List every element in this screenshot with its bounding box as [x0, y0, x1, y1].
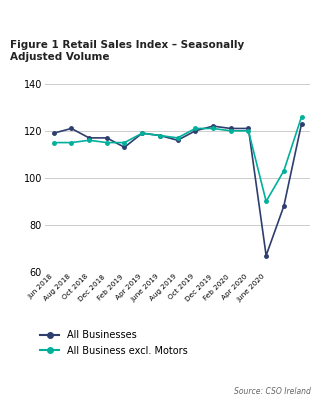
Line: All Business excl. Motors: All Business excl. Motors — [52, 115, 303, 203]
Text: Source: CSO Ireland: Source: CSO Ireland — [234, 387, 310, 396]
Legend: All Businesses, All Business excl. Motors: All Businesses, All Business excl. Motor… — [37, 328, 191, 359]
All Business excl. Motors — [300, 114, 303, 119]
All Business excl. Motors — [246, 128, 250, 133]
All Business excl. Motors — [158, 133, 162, 138]
All Business excl. Motors — [52, 140, 56, 145]
All Businesses — [264, 253, 268, 258]
All Businesses — [193, 128, 197, 133]
All Business excl. Motors — [211, 126, 215, 131]
All Businesses — [105, 136, 109, 140]
All Businesses — [176, 138, 180, 143]
All Businesses — [52, 131, 56, 136]
All Businesses — [300, 121, 303, 126]
All Business excl. Motors — [69, 140, 73, 145]
All Businesses — [158, 133, 162, 138]
All Businesses — [211, 124, 215, 128]
All Businesses — [246, 126, 250, 131]
All Business excl. Motors — [193, 126, 197, 131]
Text: Figure 1 Retail Sales Index – Seasonally
Adjusted Volume: Figure 1 Retail Sales Index – Seasonally… — [10, 40, 244, 62]
All Business excl. Motors — [123, 140, 126, 145]
All Businesses — [282, 204, 286, 208]
All Business excl. Motors — [264, 199, 268, 204]
All Businesses — [69, 126, 73, 131]
All Business excl. Motors — [105, 140, 109, 145]
All Business excl. Motors — [229, 128, 233, 133]
All Businesses — [229, 126, 233, 131]
All Businesses — [140, 131, 144, 136]
All Business excl. Motors — [282, 168, 286, 173]
All Businesses — [87, 136, 91, 140]
All Business excl. Motors — [87, 138, 91, 143]
All Business excl. Motors — [140, 131, 144, 136]
All Businesses — [123, 145, 126, 150]
All Business excl. Motors — [176, 136, 180, 140]
Line: All Businesses: All Businesses — [52, 122, 303, 257]
